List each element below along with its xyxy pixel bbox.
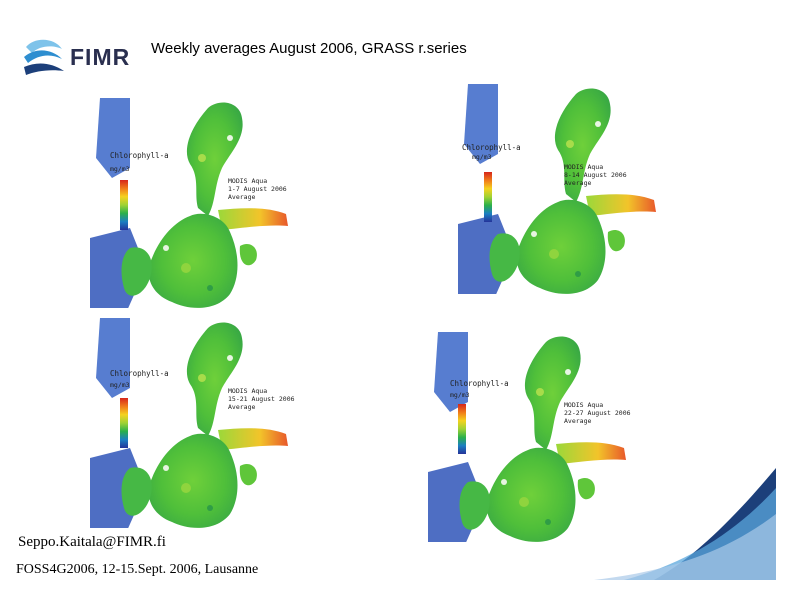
- map-sensor-label: MODIS Aqua: [564, 401, 604, 409]
- map-variable-label: Chlorophyll-a: [110, 369, 169, 378]
- map-sensor-label: MODIS Aqua: [228, 177, 268, 185]
- map-week-4: Chlorophyll-a mg/m3 MODIS Aqua 22-27 Aug…: [428, 332, 648, 542]
- map-period-label: 1-7 August 2006: [228, 185, 287, 193]
- map-units-label: mg/m3: [110, 381, 130, 389]
- slide-footer: FOSS4G2006, 12-15.Sept. 2006, Lausanne: [16, 562, 259, 577]
- colorbar: [458, 404, 466, 454]
- map-stat-label: Average: [228, 193, 256, 201]
- map-variable-label: Chlorophyll-a: [462, 143, 521, 152]
- colorbar: [484, 172, 492, 222]
- colorbar: [120, 180, 128, 230]
- map-units-label: mg/m3: [450, 391, 470, 399]
- contact-email: Seppo.Kaitala@FIMR.fi: [18, 534, 166, 550]
- map-units-label: mg/m3: [472, 153, 492, 161]
- logo-text: FIMR: [70, 44, 131, 70]
- fimr-logo-icon: [24, 39, 64, 75]
- map-stat-label: Average: [564, 417, 592, 425]
- map-period-label: 22-27 August 2006: [564, 409, 631, 417]
- map-week-1: Chlorophyll-a mg/m3 MODIS Aqua 1-7 Augus…: [90, 98, 310, 308]
- map-week-2: Chlorophyll-a mg/m3 MODIS Aqua 8-14 Augu…: [458, 84, 678, 294]
- map-stat-label: Average: [228, 403, 256, 411]
- map-week-3: Chlorophyll-a mg/m3 MODIS Aqua 15-21 Aug…: [90, 318, 310, 528]
- map-stat-label: Average: [564, 179, 592, 187]
- map-units-label: mg/m3: [110, 165, 130, 173]
- map-period-label: 15-21 August 2006: [228, 395, 295, 403]
- map-period-label: 8-14 August 2006: [564, 171, 627, 179]
- map-sensor-label: MODIS Aqua: [228, 387, 268, 395]
- map-variable-label: Chlorophyll-a: [450, 379, 509, 388]
- wave-decoration-icon: [594, 468, 776, 580]
- slide-title: Weekly averages August 2006, GRASS r.ser…: [151, 40, 467, 57]
- map-variable-label: Chlorophyll-a: [110, 151, 169, 160]
- colorbar: [120, 398, 128, 448]
- map-sensor-label: MODIS Aqua: [564, 163, 604, 171]
